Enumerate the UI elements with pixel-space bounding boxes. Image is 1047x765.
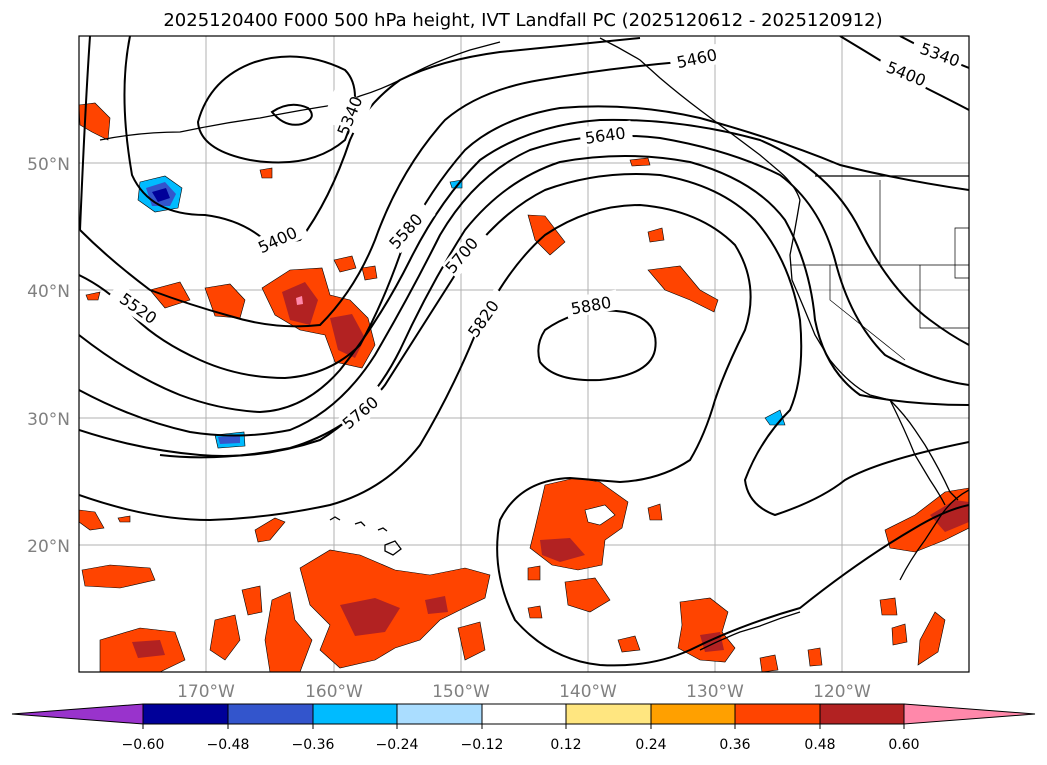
ivt-patch bbox=[917, 611, 946, 666]
mexico-south-coast bbox=[699, 611, 801, 651]
colorbar-extend-low bbox=[11, 703, 144, 725]
ivt-patch bbox=[879, 597, 898, 616]
contour-5580 bbox=[79, 118, 969, 414]
colorbar-tick-label: 0.12 bbox=[550, 737, 581, 753]
lon-label-140w: 140°W bbox=[559, 682, 617, 702]
ivt-patch bbox=[241, 585, 263, 616]
colorbar-segment bbox=[312, 703, 398, 725]
lon-labels: 170°W 160°W 150°W 140°W 130°W 120°W bbox=[177, 682, 871, 702]
colorbar-tick-label: 0.60 bbox=[888, 737, 919, 753]
ivt-patch bbox=[617, 635, 641, 653]
colorbar-segment bbox=[396, 703, 483, 725]
contour-5280 bbox=[270, 103, 313, 126]
graticule bbox=[79, 36, 969, 672]
ivt-patch-strong bbox=[540, 538, 585, 562]
ivt-patch bbox=[81, 564, 156, 589]
colorbar-segment bbox=[227, 703, 314, 725]
hawaii-islands bbox=[329, 516, 402, 556]
height-contours bbox=[79, 36, 969, 667]
contour-5640 bbox=[79, 134, 969, 437]
map-panel: 5340 5400 5460 5520 5580 5640 5700 5760 … bbox=[78, 34, 970, 673]
ivt-patch bbox=[259, 167, 273, 179]
colorbar-tick-label: 0.48 bbox=[804, 737, 835, 753]
colorbar-extend-high bbox=[903, 703, 1036, 725]
ivt-patch bbox=[209, 614, 241, 661]
colorbar-segment bbox=[481, 703, 567, 725]
ivt-patch bbox=[85, 291, 101, 301]
colorbar-tick-label: 0.36 bbox=[719, 737, 750, 753]
ivt-patch bbox=[891, 623, 908, 646]
colorbar-tick-marks bbox=[142, 724, 905, 729]
colorbar-segment bbox=[565, 703, 652, 725]
ivt-patch bbox=[564, 577, 611, 613]
ivt-negative-patch bbox=[152, 188, 170, 202]
ivt-patch-strong bbox=[330, 314, 365, 358]
ivt-patch bbox=[79, 509, 105, 531]
colorbar-segment bbox=[142, 703, 229, 725]
contour-5760 bbox=[159, 173, 969, 517]
ivt-patch-strong bbox=[425, 596, 448, 614]
ivt-patch bbox=[759, 654, 779, 672]
colorbar: −0.60 −0.48 −0.36 −0.24 −0.12 0.12 0.24 … bbox=[11, 703, 1036, 753]
ivt-patch bbox=[647, 227, 665, 243]
colorbar-tick-label: −0.48 bbox=[207, 737, 250, 753]
ivt-patch bbox=[647, 503, 663, 521]
ivt-patch-strong bbox=[340, 598, 400, 636]
alaska-peninsula-coast bbox=[99, 41, 501, 141]
map-frame bbox=[78, 35, 970, 673]
state-border bbox=[919, 265, 969, 329]
contour-5460 bbox=[79, 36, 681, 328]
lat-label-20n: 20°N bbox=[27, 537, 70, 557]
lon-label-160w: 160°W bbox=[305, 682, 363, 702]
colorbar-tick-label: −0.12 bbox=[461, 737, 504, 753]
ivt-patch-peak bbox=[296, 296, 303, 305]
ivt-patch bbox=[361, 265, 378, 281]
ivt-negative-patch bbox=[218, 436, 240, 444]
lon-label-130w: 130°W bbox=[686, 682, 744, 702]
ivt-patch bbox=[264, 591, 313, 672]
contour-labels: 5340 5400 5460 5520 5580 5640 5700 5760 … bbox=[107, 34, 966, 435]
ivt-patch-hole bbox=[584, 504, 616, 526]
colorbar-tick-label: −0.24 bbox=[376, 737, 419, 753]
lon-label-170w: 170°W bbox=[177, 682, 235, 702]
ivt-patch bbox=[79, 102, 111, 141]
ivt-patch bbox=[333, 255, 357, 273]
colorbar-segment bbox=[734, 703, 821, 725]
colorbar-segment bbox=[819, 703, 905, 725]
ivt-patch bbox=[884, 487, 969, 553]
contour-5820 bbox=[79, 203, 969, 667]
ivt-patch bbox=[807, 647, 823, 667]
lat-label-30n: 30°N bbox=[27, 410, 70, 430]
ivt-patch bbox=[629, 157, 651, 167]
lon-label-120w: 120°W bbox=[813, 682, 871, 702]
colorbar-tick-label: −0.60 bbox=[122, 737, 165, 753]
state-border bbox=[954, 227, 969, 279]
ivt-patch bbox=[647, 265, 719, 313]
map-title: 2025120400 F000 500 hPa height, IVT Land… bbox=[163, 10, 882, 31]
map-background bbox=[79, 36, 969, 672]
ivt-patch bbox=[117, 515, 131, 523]
colorbar-tick-label: 0.24 bbox=[635, 737, 666, 753]
ivt-patch bbox=[527, 565, 541, 581]
state-border bbox=[829, 265, 906, 361]
ivt-patch bbox=[527, 605, 543, 619]
colorbar-segment bbox=[650, 703, 736, 725]
contour-5400 bbox=[123, 36, 641, 247]
lat-label-40n: 40°N bbox=[27, 282, 70, 302]
ivt-patch bbox=[457, 621, 486, 661]
lon-label-150w: 150°W bbox=[432, 682, 490, 702]
ivt-patch bbox=[254, 517, 286, 543]
colorbar-tick-label: −0.36 bbox=[292, 737, 335, 753]
mexico-coast bbox=[899, 489, 969, 581]
lat-labels: 50°N 40°N 30°N 20°N bbox=[27, 155, 70, 557]
ivt-patch-strong bbox=[132, 640, 165, 658]
lat-label-50n: 50°N bbox=[27, 155, 70, 175]
alaska-southeast-coast bbox=[599, 37, 801, 201]
baja-coast bbox=[889, 399, 946, 506]
